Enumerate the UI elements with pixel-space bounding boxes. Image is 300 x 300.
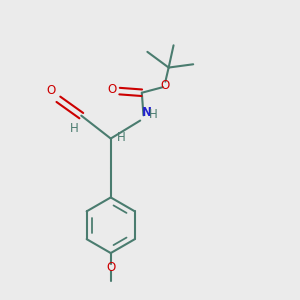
Text: H: H: [149, 108, 158, 121]
Text: O: O: [161, 79, 170, 92]
Text: O: O: [106, 261, 116, 274]
Text: N: N: [142, 106, 152, 119]
Text: H: H: [117, 131, 125, 144]
Text: H: H: [70, 122, 79, 134]
Text: O: O: [46, 84, 56, 97]
Text: O: O: [108, 83, 117, 96]
